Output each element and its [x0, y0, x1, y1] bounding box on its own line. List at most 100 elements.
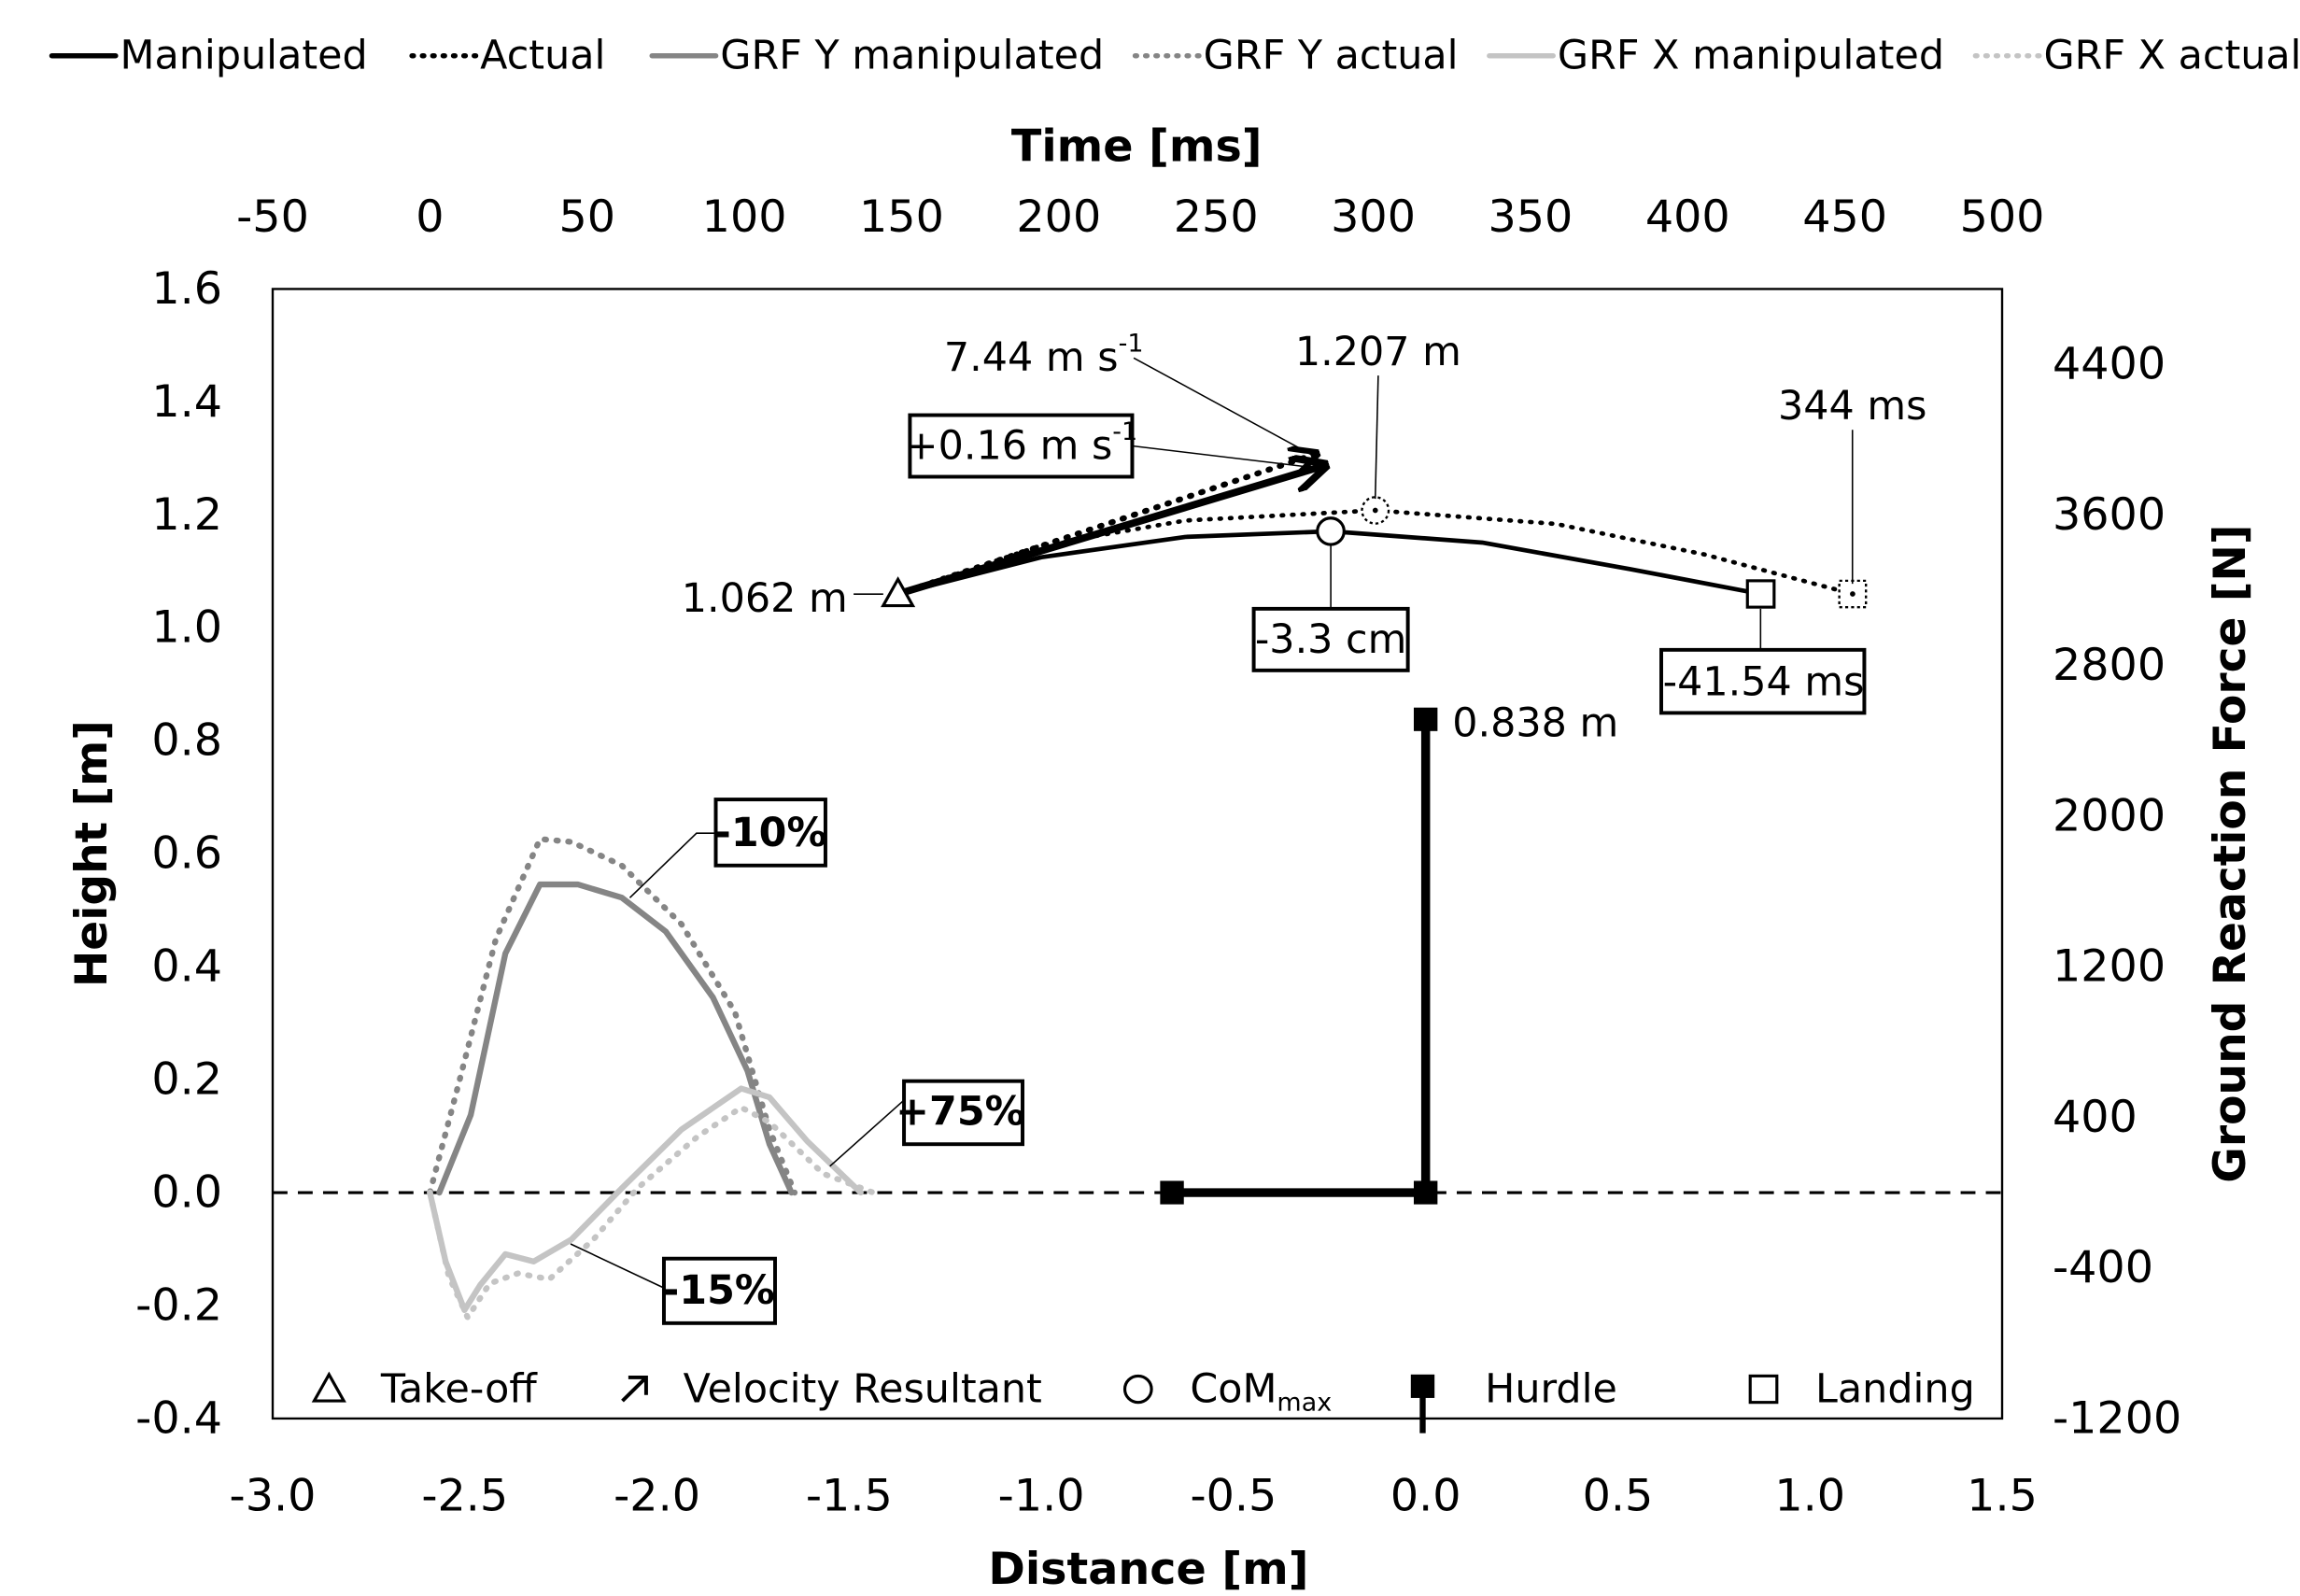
legend-label: Manipulated	[120, 33, 368, 79]
x-tick-label: -0.5	[1190, 1471, 1277, 1522]
annotation-text: -41.54 ms	[1663, 659, 1865, 706]
leader-line	[1374, 375, 1379, 500]
annotation: +75%	[896, 1089, 1024, 1136]
annotation-box	[713, 798, 827, 868]
legend-label-text: Landing	[1815, 1366, 1975, 1413]
annotation-text: 7.44 m s	[944, 334, 1119, 381]
y-tick-label: 1.6	[151, 263, 222, 315]
annotation-sup: -1	[1112, 417, 1137, 445]
y-tick-label: -0.4	[135, 1393, 222, 1445]
annotation: -41.54 ms	[1663, 659, 1865, 706]
annotation-text: -3.3 cm	[1255, 616, 1407, 663]
annotation-box	[908, 413, 1135, 479]
annotation-box	[1251, 606, 1410, 672]
annotation-sup: -1	[1119, 329, 1144, 358]
legend-icon	[621, 1375, 648, 1403]
y2-tick-label: 2000	[2053, 791, 2166, 842]
leader-line	[570, 1243, 665, 1289]
x2-tick-label: 0	[416, 191, 444, 243]
legend-label: Take-off	[380, 1366, 539, 1413]
annotation: +0.16 m s-1	[905, 417, 1137, 469]
x-tick-label: 1.5	[1967, 1471, 2038, 1522]
y-tick-label: 0.6	[151, 828, 222, 880]
hurdle-line	[1172, 719, 1431, 1197]
y2-tick-label: 1200	[2053, 941, 2166, 993]
legend-label-text: Hurdle	[1485, 1366, 1617, 1413]
x2-tick-label: 500	[1960, 191, 2045, 243]
x-tick-label: -1.0	[998, 1471, 1085, 1522]
event-marker	[1316, 516, 1346, 546]
legend-label: Actual	[480, 33, 605, 79]
annotation-text: +75%	[896, 1089, 1024, 1136]
leader-line	[1133, 357, 1312, 456]
event-marker	[1745, 579, 1776, 609]
annotation: 7.44 m s-1	[944, 329, 1144, 381]
annotation: -15%	[663, 1267, 775, 1314]
x-tick-label: -3.0	[230, 1471, 317, 1522]
velocity-arrow	[895, 455, 1315, 598]
y2-tick-label: 3600	[2053, 489, 2166, 541]
annotation: -3.3 cm	[1255, 616, 1407, 663]
y-tick-label: 0.4	[151, 941, 222, 993]
legend-label: GRF X actual	[2043, 33, 2300, 79]
leader-line	[628, 832, 716, 898]
series-line	[427, 836, 798, 1196]
leader-line	[1132, 445, 1305, 468]
legend-label: GRF Y manipulated	[720, 33, 1104, 79]
y-tick-label: 1.2	[151, 489, 222, 541]
annotation-box	[902, 1079, 1025, 1147]
hurdle-marker	[1413, 707, 1438, 731]
annotation-text: +0.16 m s	[905, 423, 1113, 470]
annotation-text: -10%	[714, 810, 826, 856]
leader-line	[829, 1099, 905, 1167]
y-tick-label: 1.4	[151, 376, 222, 428]
x-tick-label: -2.5	[421, 1471, 508, 1522]
y-tick-label: -0.2	[135, 1280, 222, 1332]
y-tick-label: 1.0	[151, 602, 222, 654]
hurdle-marker	[1160, 1180, 1184, 1205]
legend-label: Landing	[1815, 1366, 1975, 1413]
x-tick-label: 1.0	[1774, 1471, 1845, 1522]
annotation: 0.838 m	[1452, 700, 1618, 747]
y-tick-label: 0.2	[151, 1054, 222, 1106]
series-line	[436, 881, 795, 1196]
legend-label-text: Velocity Resultant	[684, 1366, 1042, 1413]
legend-label: Velocity Resultant	[684, 1366, 1042, 1413]
annotation: 344 ms	[1778, 383, 1926, 430]
legend-icon	[1122, 1374, 1153, 1405]
x2-tick-label: 250	[1174, 191, 1259, 243]
velocity-arrow	[894, 466, 1322, 598]
legend-label: CoMmax	[1190, 1366, 1332, 1417]
x2-tick-label: 50	[558, 191, 615, 243]
x2-tick-label: 150	[859, 191, 944, 243]
y2-tick-label: -1200	[2053, 1393, 2181, 1445]
y2-tick-label: 2800	[2053, 640, 2166, 691]
x2-tick-label: -50	[236, 191, 309, 243]
plot-frame	[271, 288, 2004, 1420]
x2-axis-title: Time [ms]	[1011, 121, 1263, 173]
annotation-box	[661, 1256, 777, 1325]
y-tick-label: 0.0	[151, 1167, 222, 1219]
y2-tick-label: -400	[2053, 1242, 2153, 1293]
y2-tick-label: 4400	[2053, 339, 2166, 390]
legend-label: GRF X manipulated	[1558, 33, 1944, 79]
legend-label-text: CoM	[1190, 1366, 1277, 1413]
annotation-text: -15%	[663, 1267, 775, 1314]
annotation-text: 344 ms	[1778, 383, 1926, 430]
annotation-box	[1659, 647, 1867, 715]
series-line	[427, 1085, 864, 1313]
annotation-text: 1.207 m	[1295, 329, 1461, 375]
annotation-text: 0.838 m	[1452, 700, 1618, 747]
y-tick-label: 0.8	[151, 715, 222, 767]
x-tick-label: 0.5	[1583, 1471, 1654, 1522]
marker-center	[1372, 507, 1378, 514]
legend-icon	[311, 1371, 346, 1403]
marker-center	[1850, 591, 1856, 597]
event-marker	[881, 576, 916, 608]
legend-label-text: Take-off	[380, 1366, 539, 1413]
legend-label-sub: max	[1277, 1388, 1332, 1417]
x-tick-label: -2.0	[614, 1471, 700, 1522]
y2-axis-title: Ground Reaction Force [N]	[2205, 525, 2256, 1183]
legend-icon	[1748, 1374, 1779, 1405]
